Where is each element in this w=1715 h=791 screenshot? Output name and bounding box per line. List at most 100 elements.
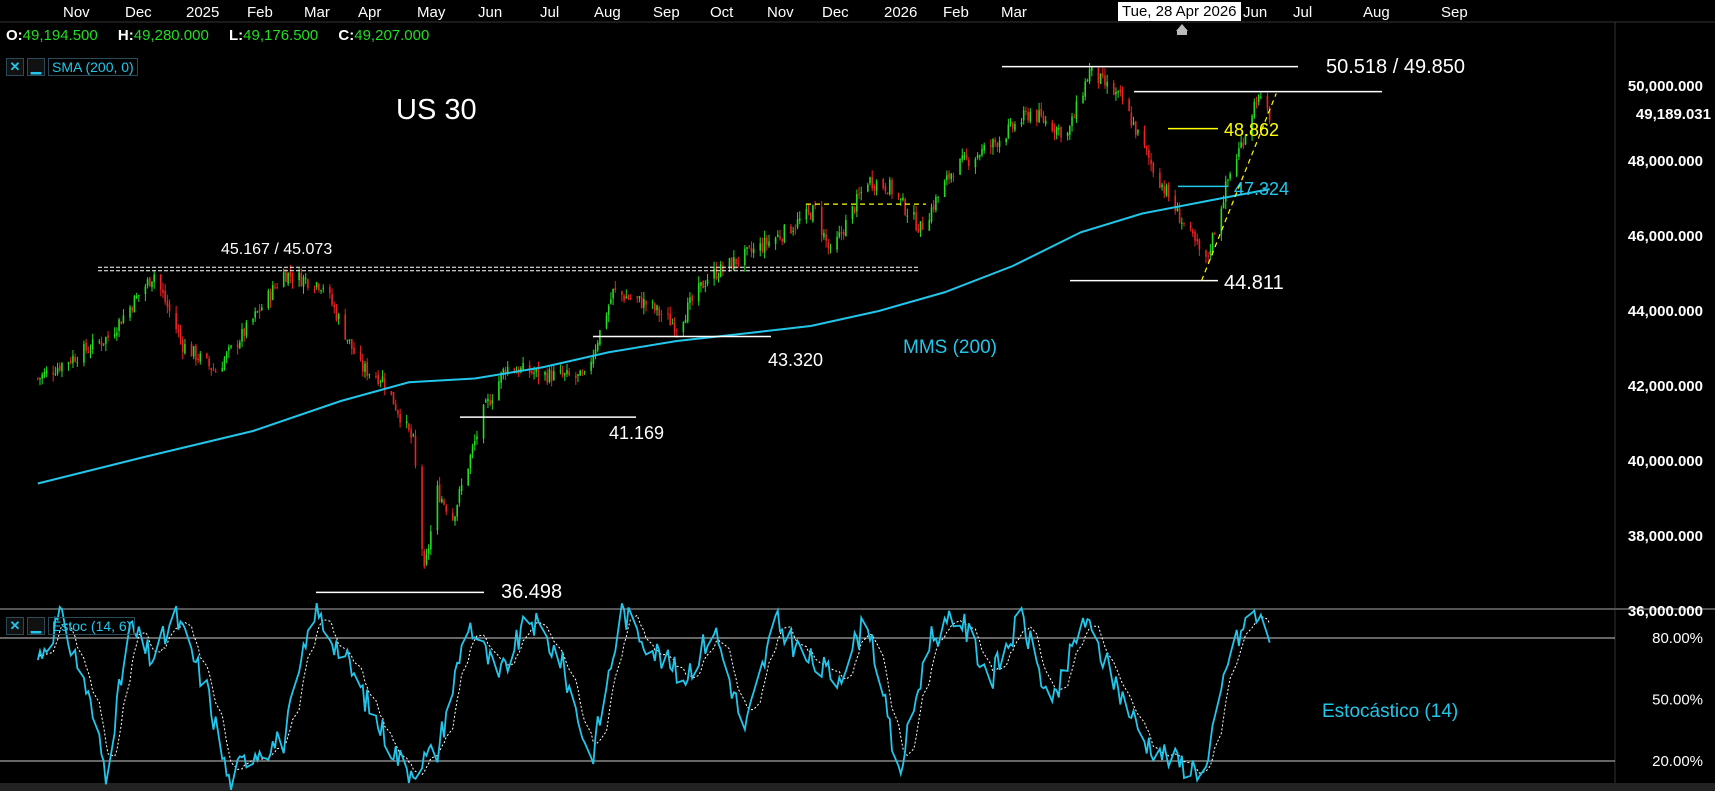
candle-body	[1069, 126, 1071, 135]
stoch-indicator-label[interactable]: Estoc (14, 6)	[48, 617, 136, 635]
candle-up	[823, 229, 825, 240]
candle-down	[794, 224, 797, 235]
candle-down	[968, 157, 970, 170]
candle-body	[614, 287, 617, 291]
candle-up	[282, 268, 285, 288]
candle-up	[1240, 135, 1242, 149]
candle-down	[691, 294, 693, 306]
candle-up	[829, 243, 832, 254]
candle-down	[1198, 238, 1201, 256]
crosshair-marker-icon[interactable]	[1176, 24, 1188, 31]
candle-down	[1040, 102, 1043, 118]
candle-up	[89, 344, 92, 359]
candle-body	[1194, 231, 1196, 241]
close-icon[interactable]: ✕	[6, 617, 24, 635]
candle-body	[937, 196, 939, 198]
candle-body	[144, 286, 147, 295]
candle-down	[996, 141, 999, 152]
candle-body	[1119, 89, 1122, 93]
candle-down	[107, 331, 109, 342]
candle-body	[860, 192, 863, 194]
time-axis-label: 2026	[884, 4, 917, 21]
candle-up	[605, 312, 608, 330]
candle-up	[983, 142, 985, 154]
candle-body	[260, 307, 263, 311]
candle-up	[566, 363, 568, 378]
candle-up	[1227, 178, 1229, 187]
close-icon[interactable]: ✕	[6, 58, 24, 76]
candle-down	[568, 367, 570, 377]
candle-up	[656, 304, 658, 316]
candle-body	[245, 322, 248, 336]
candle-body	[682, 322, 685, 333]
candle-up	[138, 295, 140, 302]
candle-up	[974, 157, 977, 174]
time-axis-label: Aug	[1363, 4, 1390, 21]
candle-body	[952, 175, 955, 177]
candle-down	[658, 305, 661, 323]
candle-up	[441, 496, 443, 504]
candle-body	[91, 339, 94, 350]
candle-down	[1027, 108, 1029, 123]
sma-indicator-label[interactable]: SMA (200, 0)	[48, 58, 138, 76]
candle-body	[85, 342, 87, 351]
candle-body	[138, 295, 140, 297]
candle-body	[689, 297, 691, 304]
candle-body	[1148, 150, 1150, 158]
candle-body	[1268, 107, 1271, 121]
candle-up	[487, 393, 489, 409]
candle-body	[735, 258, 737, 265]
candle-body	[252, 318, 254, 323]
candle-body	[56, 367, 59, 374]
candle-body	[1005, 138, 1007, 143]
candle-up	[928, 213, 931, 231]
level-label-48862: 48.862	[1224, 120, 1280, 140]
stoch-axis-label: 80.00%	[1652, 630, 1703, 647]
time-axis-label: Dec	[822, 4, 849, 21]
candle-up	[919, 221, 922, 237]
candle-down	[359, 345, 362, 362]
candle-body	[1242, 142, 1245, 147]
candle-body	[361, 360, 364, 372]
candle-body	[675, 330, 678, 332]
candle-down	[100, 336, 103, 352]
candle-up	[1069, 125, 1071, 140]
price-axis-label: 44,000.000	[1628, 303, 1703, 320]
candle-body	[581, 372, 584, 374]
low-value: 49,176.500	[243, 27, 319, 44]
candle-body	[996, 143, 999, 147]
candle-body	[906, 215, 909, 217]
candle-body	[568, 371, 570, 376]
candle-down	[750, 241, 753, 258]
minimize-icon[interactable]: ▁	[27, 58, 45, 76]
candle-up	[1099, 73, 1102, 85]
candle-body	[891, 180, 893, 195]
candle-body	[884, 186, 887, 192]
candle-body	[456, 504, 459, 517]
candle-body	[919, 221, 922, 231]
candle-down	[654, 301, 656, 314]
candle-up	[706, 274, 709, 287]
minimize-icon[interactable]: ▁	[27, 617, 45, 635]
candle-body	[798, 218, 801, 221]
candle-body	[1240, 142, 1242, 148]
candle-down	[904, 197, 906, 217]
candle-body	[612, 288, 614, 299]
candle-body	[638, 296, 641, 298]
candle-body	[1198, 239, 1201, 250]
candle-down	[37, 377, 39, 381]
candle-up	[906, 208, 909, 224]
candle-up	[544, 370, 546, 381]
candle-body	[414, 435, 417, 466]
candle-body	[441, 498, 443, 503]
candle-down	[190, 341, 193, 357]
candle-up	[1115, 87, 1117, 101]
open-value: 49,194.500	[22, 27, 98, 44]
candle-body	[553, 371, 555, 380]
candle-down	[897, 192, 900, 200]
candle-up	[1257, 94, 1260, 106]
candle-body	[935, 196, 937, 211]
candle-body	[107, 335, 109, 338]
candle-down	[932, 199, 935, 213]
